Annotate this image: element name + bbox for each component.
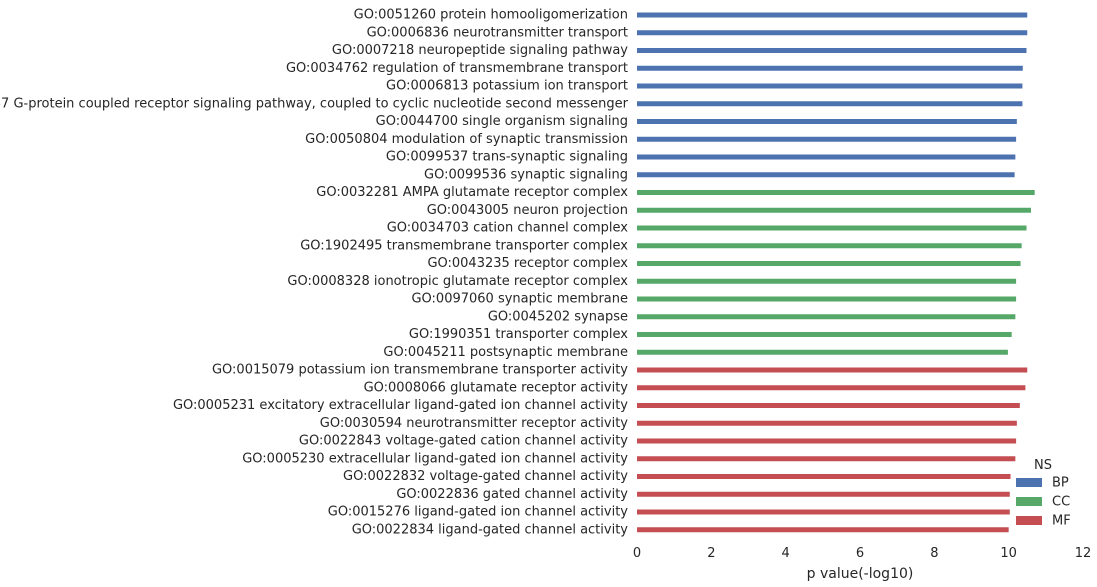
bar: [637, 509, 1010, 515]
category-label: GO:0043235 receptor complex: [427, 256, 628, 271]
x-tick-label: 4: [782, 546, 790, 561]
bar: [637, 136, 1017, 142]
category-label: GO:0007218 neuropeptide signaling pathwa…: [332, 43, 628, 58]
bar: [637, 296, 1017, 302]
category-label: GO:1902495 transmembrane transporter com…: [300, 238, 628, 253]
bar: [637, 119, 1017, 124]
bar: [637, 474, 1011, 479]
bar: [637, 314, 1016, 320]
x-tick-label: 0: [633, 546, 641, 561]
bar: [637, 278, 1017, 284]
bar: [637, 243, 1022, 249]
category-label: GO:0022843 voltage-gated cation channel …: [299, 434, 628, 449]
bar: [637, 438, 1017, 444]
x-tick-label: 6: [856, 546, 864, 561]
bar: [637, 225, 1027, 231]
bar: [637, 154, 1016, 160]
x-axis: 0 2 4 6 8 10 12: [633, 546, 1091, 561]
category-label: GO:0050804 modulation of synaptic transm…: [305, 132, 628, 147]
bar: [637, 261, 1021, 266]
category-label: GO:0099537 trans-synaptic signaling: [386, 150, 628, 165]
bar: [637, 101, 1023, 107]
category-label: GO:0034703 cation channel complex: [387, 221, 629, 236]
bar: [637, 48, 1027, 53]
bar: [637, 349, 1008, 355]
bar: [637, 527, 1009, 533]
category-label: GO:0006813 potassium ion transport: [386, 79, 628, 94]
category-label: GO:0032281 AMPA glutamate receptor compl…: [316, 185, 628, 200]
bar: [637, 172, 1015, 178]
x-tick-label: 2: [707, 546, 715, 561]
category-label: GO:0007187 G-protein coupled receptor si…: [0, 96, 629, 111]
category-label: GO:0015276 ligand-gated ion channel acti…: [328, 505, 629, 520]
category-label: GO:0034762 regulation of transmembrane t…: [286, 61, 628, 76]
bar: [637, 385, 1026, 391]
bar: [637, 190, 1035, 195]
legend-label-mf: MF: [1052, 514, 1071, 529]
category-label: GO:0099536 synaptic signaling: [424, 167, 628, 182]
category-label: GO:0044700 single organism signaling: [376, 114, 628, 129]
bars-layer: [637, 12, 1035, 533]
category-label: GO:0008066 glutamate receptor activity: [364, 380, 629, 395]
category-label: GO:0006836 neurotransmitter transport: [367, 25, 628, 40]
category-label: GO:0030594 neurotransmitter receptor act…: [320, 416, 629, 431]
bar: [637, 207, 1031, 213]
category-label: GO:0005231 excitatory extracellular liga…: [173, 398, 628, 413]
category-label: GO:0022834 ligand-gated channel activity: [352, 522, 629, 537]
x-tick-label: 12: [1075, 546, 1092, 561]
category-label: GO:0043005 neuron projection: [427, 203, 628, 218]
legend-swatch-cc: [1016, 497, 1042, 506]
legend: NS BP CC MF: [1016, 458, 1071, 529]
x-tick-label: 10: [1000, 546, 1017, 561]
bar: [637, 332, 1012, 337]
category-label: GO:0015079 potassium ion transmembrane t…: [212, 363, 628, 378]
bar: [637, 367, 1028, 373]
category-label: GO:0022832 voltage-gated channel activit…: [343, 469, 628, 484]
category-label: GO:0008328 ionotropic glutamate receptor…: [287, 274, 628, 289]
x-tick-label: 8: [930, 546, 938, 561]
bar: [637, 83, 1023, 89]
category-label: GO:0022836 gated channel activity: [396, 487, 628, 502]
category-label: GO:1990351 transporter complex: [409, 327, 628, 342]
category-label: GO:0051260 protein homooligomerization: [354, 8, 628, 23]
bar: [637, 65, 1023, 71]
legend-label-cc: CC: [1052, 495, 1070, 510]
bar: [637, 491, 1010, 497]
legend-swatch-bp: [1016, 478, 1042, 487]
bar: [637, 30, 1028, 36]
x-axis-label: p value(-log10): [807, 566, 914, 582]
category-label: GO:0005230 extracellular ligand-gated io…: [242, 451, 628, 466]
legend-title: NS: [1034, 458, 1052, 473]
bar: [637, 12, 1028, 18]
category-label: GO:0097060 synaptic membrane: [411, 292, 628, 307]
bar: [637, 456, 1016, 462]
legend-label-bp: BP: [1052, 476, 1069, 491]
category-labels: GO:0051260 protein homooligomerization GO…: [0, 8, 629, 538]
category-label: GO:0045211 postsynaptic membrane: [383, 345, 628, 360]
bar: [637, 403, 1020, 408]
bar: [637, 420, 1017, 426]
category-label: GO:0045202 synapse: [488, 309, 628, 324]
legend-swatch-mf: [1016, 516, 1042, 525]
